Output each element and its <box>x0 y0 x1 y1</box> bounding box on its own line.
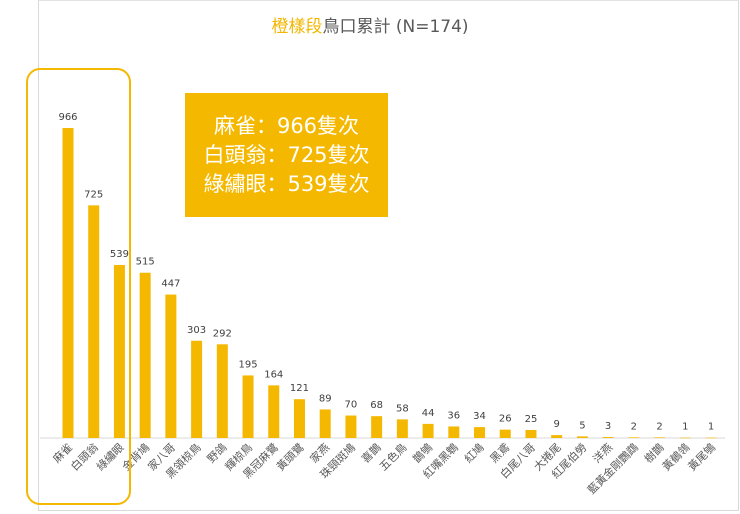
annotation-line: 綠繡眼：539隻次 <box>203 171 370 196</box>
bar <box>422 423 434 438</box>
data-label: 515 <box>136 257 155 268</box>
top-three-highlight-box <box>26 68 131 505</box>
data-label: 25 <box>525 414 538 425</box>
bar <box>396 419 408 438</box>
title-rest: 鳥口累計 (N=174) <box>322 17 469 37</box>
data-label: 36 <box>447 410 460 421</box>
bar <box>551 435 563 438</box>
data-label: 966 <box>58 112 77 123</box>
data-label: 26 <box>499 414 512 425</box>
bar <box>525 429 537 438</box>
bar <box>62 128 74 438</box>
bar <box>113 265 125 438</box>
bar <box>165 294 177 438</box>
category-label: 黃頭鷺 <box>273 440 306 473</box>
chart-frame <box>38 0 739 511</box>
data-label: 121 <box>290 383 309 394</box>
data-label: 303 <box>187 325 206 336</box>
data-label: 70 <box>345 400 358 411</box>
category-label: 黃尾鴝 <box>685 440 718 473</box>
title-highlight: 橙樣段 <box>271 17 323 37</box>
annotation-box: 麻雀：966隻次 白頭翁：725隻次 綠繡眼：539隻次 <box>185 93 388 217</box>
bar <box>293 399 305 438</box>
category-label: 黃鶺鴒 <box>659 440 692 473</box>
data-label: 447 <box>161 279 180 290</box>
data-label: 68 <box>370 400 383 411</box>
data-label: 1 <box>682 422 688 433</box>
data-label: 725 <box>84 189 103 200</box>
bar <box>602 437 614 438</box>
data-label: 89 <box>319 393 332 404</box>
bar <box>448 426 460 438</box>
bar <box>88 205 100 438</box>
bar <box>679 437 691 439</box>
bar <box>268 385 280 438</box>
data-label: 1 <box>708 422 714 433</box>
bar <box>576 436 588 438</box>
chart-title: 橙樣段鳥口累計 (N=174) <box>0 12 740 37</box>
data-label: 292 <box>213 328 232 339</box>
data-label: 34 <box>473 411 486 422</box>
bar <box>345 415 357 438</box>
category-label: 紅鳩 <box>461 440 486 465</box>
bar <box>654 437 666 438</box>
bar <box>191 340 203 438</box>
bar <box>628 437 640 438</box>
data-label: 3 <box>605 421 611 432</box>
bar <box>319 409 331 438</box>
bar <box>705 437 717 439</box>
bar <box>474 427 486 438</box>
data-label: 195 <box>238 359 257 370</box>
data-label: 2 <box>656 421 662 432</box>
bar <box>371 416 383 438</box>
data-label: 2 <box>631 421 637 432</box>
bar <box>139 272 151 438</box>
bar <box>242 375 254 438</box>
annotation-line: 白頭翁：725隻次 <box>203 142 370 167</box>
annotation-line: 麻雀：966隻次 <box>213 113 360 138</box>
data-label: 164 <box>264 369 283 380</box>
category-label: 五色鳥 <box>376 440 409 473</box>
data-label: 9 <box>553 419 559 430</box>
data-label: 44 <box>422 408 435 419</box>
data-label: 539 <box>110 249 129 260</box>
bar <box>216 344 228 438</box>
data-label: 58 <box>396 403 409 414</box>
bar <box>499 429 511 438</box>
data-label: 5 <box>579 420 585 431</box>
